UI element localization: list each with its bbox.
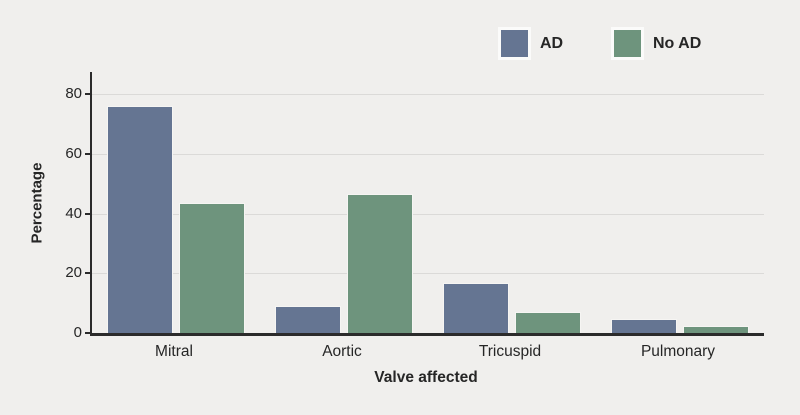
bar-ad-mitral xyxy=(107,106,173,333)
y-tick-label: 80 xyxy=(65,85,82,103)
legend-label: AD xyxy=(540,34,564,52)
y-tick-mark xyxy=(85,152,90,155)
legend-swatch xyxy=(498,27,531,60)
legend-item-ad: AD xyxy=(498,27,563,60)
y-tick-mark xyxy=(85,93,90,96)
plot-area xyxy=(90,72,764,336)
y-tick-label: 60 xyxy=(65,144,82,162)
bar-no-ad-aortic xyxy=(347,194,413,333)
y-tick-label: 40 xyxy=(65,204,82,222)
bar-no-ad-tricuspid xyxy=(515,312,581,333)
bar-no-ad-mitral xyxy=(179,202,245,333)
gridline xyxy=(92,273,764,275)
bar-no-ad-pulmonary xyxy=(683,325,749,333)
y-tick-label: 20 xyxy=(65,264,82,282)
x-tick-label-tricuspid: Tricuspid xyxy=(478,343,542,360)
x-axis-title: Valve affected xyxy=(374,369,478,386)
y-tick-mark xyxy=(85,332,90,334)
y-tick-label: 0 xyxy=(73,324,82,341)
y-tick-mark xyxy=(85,272,90,275)
y-tick-mark xyxy=(85,212,90,215)
legend-swatch xyxy=(611,27,644,60)
bar-ad-aortic xyxy=(275,306,341,333)
x-tick-label-pulmonary: Pulmonary xyxy=(640,343,716,360)
bar-ad-pulmonary xyxy=(611,318,677,333)
x-tick-label-mitral: Mitral xyxy=(155,343,193,360)
gridline xyxy=(92,94,764,96)
legend-label: No AD xyxy=(653,34,702,52)
y-axis-title: Percentage xyxy=(28,162,46,244)
gridline xyxy=(92,213,764,215)
bar-ad-tricuspid xyxy=(443,283,509,333)
gridline xyxy=(92,153,764,155)
legend-item-no-ad: No AD xyxy=(611,27,701,60)
x-tick-label-aortic: Aortic xyxy=(322,343,362,360)
